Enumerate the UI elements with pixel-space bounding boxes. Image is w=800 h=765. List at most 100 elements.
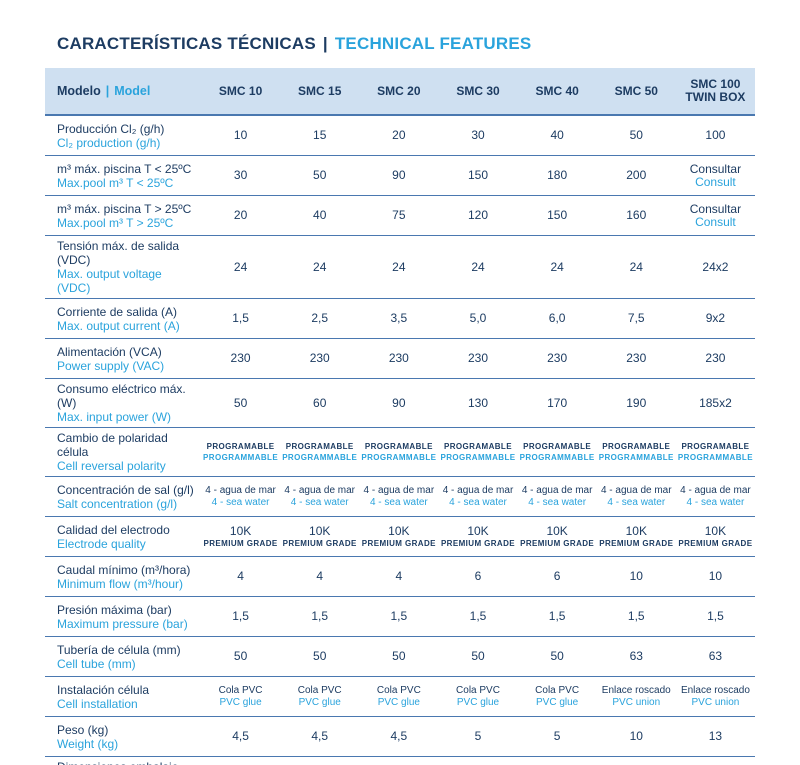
value-cell: 15	[280, 115, 359, 156]
value-line-1: 20	[233, 208, 248, 222]
value-cell: 24	[438, 236, 517, 299]
value-line-1: 5	[474, 729, 482, 743]
value-line-1: PROGRAMABLE	[206, 442, 275, 451]
table-row: Presión máxima (bar) Maximum pressure (ba…	[45, 597, 755, 637]
value-cell: 1,5	[676, 597, 755, 637]
row-label-spanish: Corriente de salida (A)	[57, 304, 178, 319]
value-line-2: PREMIUM GRADE	[440, 538, 516, 548]
value-cell: 1,5	[359, 597, 438, 637]
column-header-smc-10: SMC 10	[201, 68, 281, 115]
row-label-spanish: Calidad del electrodo	[57, 522, 170, 537]
row-label: Presión máxima (bar) Maximum pressure (ba…	[45, 597, 201, 637]
value-line-1: 1,5	[469, 609, 487, 623]
row-label-english: Power supply (VAC)	[57, 358, 165, 373]
value-line-1: 24x2	[702, 259, 729, 274]
value-cell: Cola PVC PVC glue	[359, 677, 438, 717]
table-row: Peso (kg) Weight (kg) 4,5 4,5 4,5 5 5 10 13	[45, 717, 755, 757]
row-label-english: Cell reversal polarity	[57, 459, 166, 473]
value-line-1: 40	[313, 208, 327, 222]
value-line-1: 7,5	[627, 311, 645, 325]
value-cell: 10K PREMIUM GRADE	[359, 517, 438, 557]
page-title-english: TECHNICAL FEATURES	[334, 34, 532, 53]
row-label-spanish: Peso (kg)	[57, 722, 109, 737]
value-line-1: 1,5	[390, 609, 408, 623]
value-cell: Enlace roscado PVC union	[676, 677, 755, 717]
value-line-1: 30	[471, 128, 485, 142]
value-line-2: 4 - sea water	[369, 496, 428, 508]
value-line-1: 4 - agua de mar	[284, 484, 356, 496]
value-cell: 75	[359, 196, 438, 236]
value-line-1: 10K	[229, 523, 252, 538]
row-label: Tubería de célula (mm) Cell tube (mm)	[45, 637, 201, 677]
value-line-1: 30	[233, 168, 248, 182]
value-line-1: 6	[553, 569, 561, 583]
row-label: Instalación célula Cell installation	[45, 677, 201, 717]
value-cell: Cola PVC PVC glue	[518, 677, 597, 717]
value-cell: 180	[518, 156, 597, 196]
value-line-1: Cola PVC	[535, 684, 580, 696]
value-cell: 50	[518, 637, 597, 677]
value-line-1: 50	[313, 168, 327, 182]
value-cell: 10K PREMIUM GRADE	[438, 517, 517, 557]
column-header-smc-100-twin-box: SMC 100 TWIN BOX	[675, 68, 755, 115]
value-line-1: 4 - agua de mar	[600, 484, 672, 496]
value-cell: 200	[597, 156, 676, 196]
value-line-2: PROGRAMMABLE	[440, 453, 516, 462]
row-label: m³ máx. piscina T < 25ºC Max.pool m³ T < …	[45, 156, 201, 196]
value-cell: 10	[201, 115, 280, 156]
value-line-2: 4 - sea water	[290, 496, 349, 508]
value-cell: Consultar Consult	[676, 156, 755, 196]
value-cell: 10K PREMIUM GRADE	[597, 517, 676, 557]
value-cell: 160	[597, 196, 676, 236]
value-line-1: 230	[230, 351, 251, 365]
value-line-1: 24	[550, 259, 564, 274]
value-cell: 43x41x53	[676, 757, 755, 765]
row-label-spanish: Alimentación (VCA)	[57, 344, 162, 359]
value-line-2: Consult	[695, 214, 736, 229]
value-line-1: 50	[233, 395, 248, 410]
value-line-1: 10K	[546, 523, 568, 538]
row-label-english: Max.pool m³ T < 25ºC	[57, 175, 174, 190]
value-cell: 24	[359, 236, 438, 299]
value-cell: 30	[438, 115, 517, 156]
row-label-spanish: Presión máxima (bar)	[57, 602, 172, 617]
value-cell: 10	[676, 557, 755, 597]
model-column-header: Modelo | Model	[45, 68, 201, 115]
row-label: Peso (kg) Weight (kg)	[45, 717, 201, 757]
table-row: Producción Cl₂ (g/h) Cl₂ production (g/h)…	[45, 115, 755, 156]
value-cell: 1,5	[280, 597, 359, 637]
value-cell: 43x41x53	[597, 757, 676, 765]
value-cell: 41x38x16	[280, 757, 359, 765]
value-cell: PROGRAMABLE PROGRAMMABLE	[201, 428, 280, 477]
value-cell: 41x38x16	[201, 757, 280, 765]
row-label-english: Electrode quality	[57, 536, 146, 551]
value-line-1: 4	[237, 569, 244, 583]
value-cell: 6	[438, 557, 517, 597]
row-label-english: Maximum pressure (bar)	[57, 616, 188, 631]
value-cell: 2,5	[280, 299, 359, 339]
row-label-english: Cell tube (mm)	[57, 656, 136, 671]
row-label-english: Max. output voltage (VDC)	[57, 267, 162, 295]
value-line-1: 230	[626, 351, 647, 365]
value-cell: 20	[359, 115, 438, 156]
table-row: Calidad del electrodo Electrode quality 10…	[45, 517, 755, 557]
value-cell: PROGRAMABLE PROGRAMMABLE	[280, 428, 359, 477]
value-line-1: PROGRAMABLE	[523, 442, 592, 451]
value-line-1: 24	[392, 259, 406, 274]
row-label: Producción Cl₂ (g/h) Cl₂ production (g/h)	[45, 115, 201, 156]
value-line-1: 10K	[704, 523, 727, 538]
value-line-1: 150	[467, 168, 488, 182]
value-line-1: PROGRAMABLE	[602, 442, 671, 451]
value-cell: 150	[438, 156, 517, 196]
table-row: Corriente de salida (A) Max. output curre…	[45, 299, 755, 339]
row-label-english: Max.pool m³ T > 25ºC	[57, 215, 174, 230]
value-cell: 1,5	[201, 597, 280, 637]
value-line-1: 190	[626, 395, 647, 410]
value-line-2: Consult	[695, 174, 736, 189]
value-cell: 24x2	[676, 236, 755, 299]
value-line-1: 200	[626, 168, 647, 182]
value-line-1: 230	[309, 351, 330, 365]
column-header-smc-50: SMC 50	[596, 68, 676, 115]
header-row: Modelo | Model SMC 10 SMC 15 SMC 20 SMC 30 SMC…	[45, 68, 755, 115]
page-title-spanish: CARACTERÍSTICAS TÉCNICAS	[57, 34, 316, 53]
